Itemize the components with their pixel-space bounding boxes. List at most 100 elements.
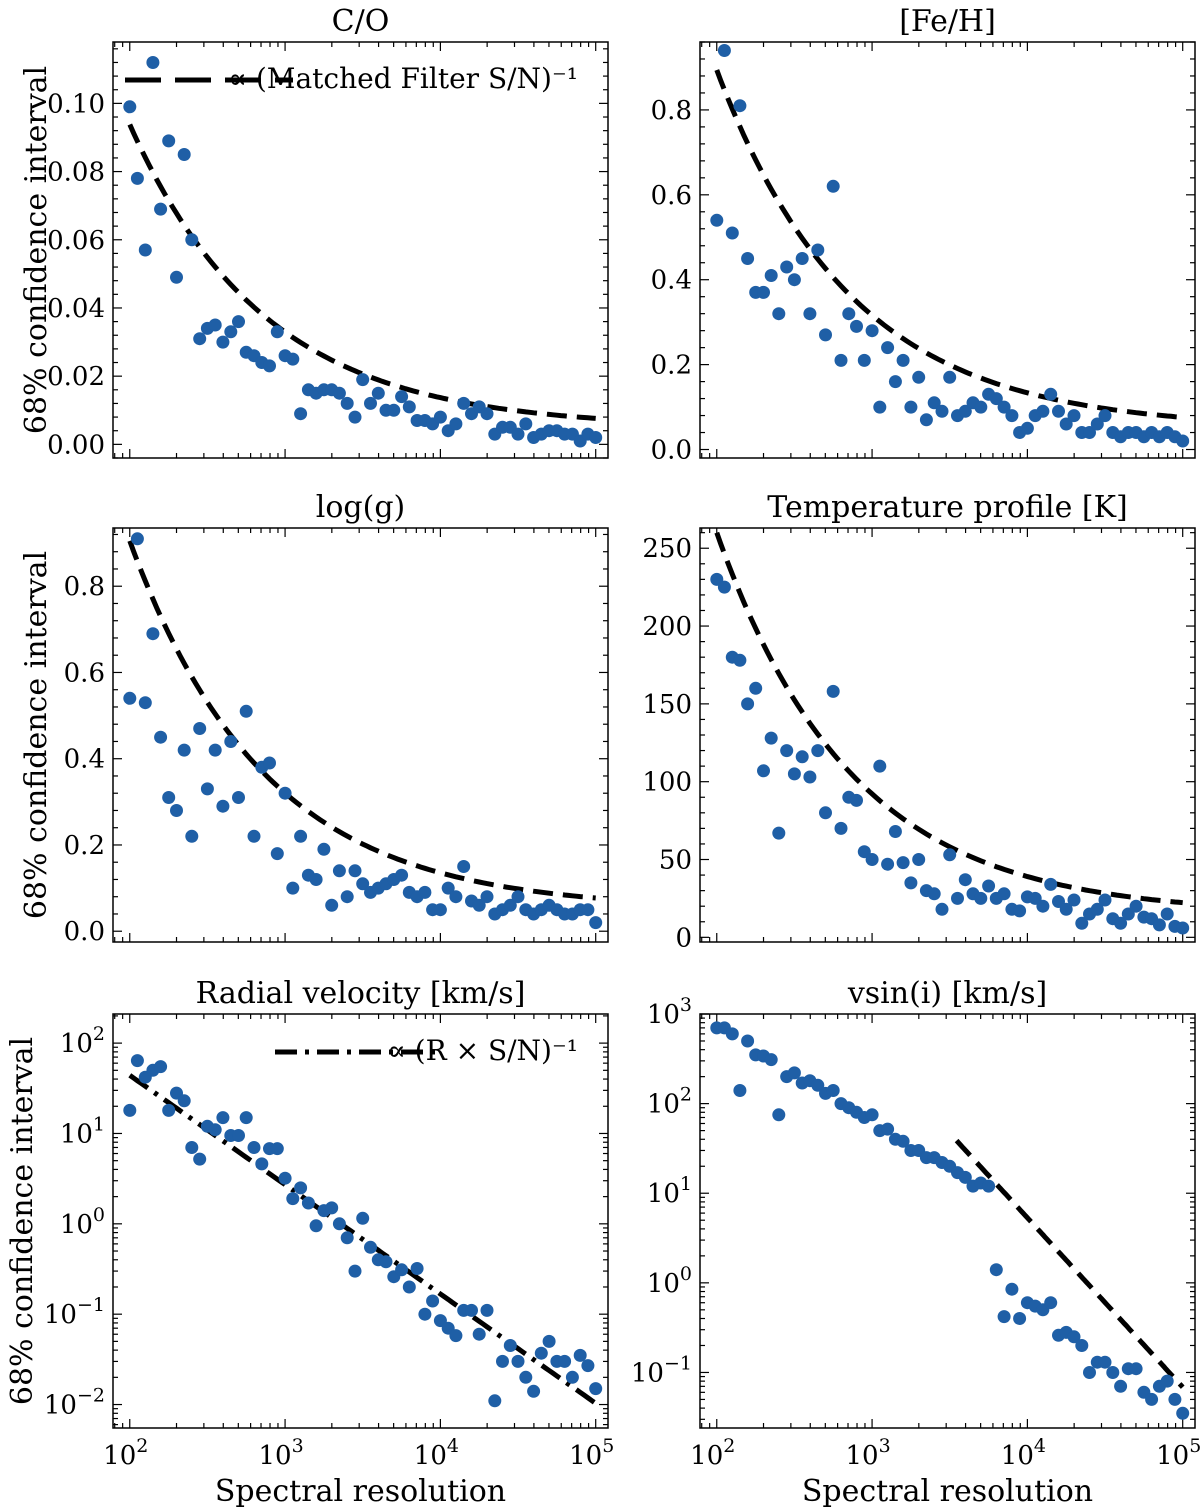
data-point: [503, 898, 517, 912]
y-tick-label: 0.02: [47, 362, 105, 392]
data-point: [834, 821, 848, 835]
y-tick-label-exp: 3: [680, 994, 692, 1016]
data-point: [943, 848, 957, 862]
plot-frame: [112, 527, 609, 943]
data-point: [1036, 404, 1050, 418]
y-tick-label: 50: [659, 846, 692, 876]
data-point: [1020, 421, 1034, 435]
y-tick-label: 0.06: [47, 226, 105, 256]
y-tick-label: 0.4: [651, 266, 692, 296]
y-axis-label: 68% confidence interval: [19, 66, 54, 434]
data-point: [881, 1122, 895, 1136]
data-point: [1067, 1330, 1081, 1344]
y-tick-label-base: 10: [44, 1391, 77, 1421]
y-tick-label-exp: 1: [680, 1173, 692, 1195]
y-tick-label: 0.0: [64, 917, 105, 947]
data-point: [255, 1157, 269, 1171]
data-point: [418, 1307, 432, 1321]
data-point: [332, 1217, 346, 1231]
data-point: [263, 756, 276, 770]
data-point: [589, 1382, 603, 1396]
data-point: [764, 269, 778, 282]
data-point: [170, 270, 183, 284]
data-point: [1090, 902, 1104, 916]
fit-line: [714, 531, 1183, 906]
data-point: [565, 1370, 579, 1384]
y-tick-label: 10−1: [631, 1352, 692, 1388]
data-point: [348, 410, 362, 424]
data-point: [364, 396, 377, 410]
y-tick-label: 102: [60, 1023, 105, 1059]
data-point: [511, 890, 525, 904]
data-point: [1176, 1406, 1190, 1420]
panel-title: log(g): [316, 490, 405, 525]
data-point: [503, 1339, 517, 1352]
data-point: [958, 873, 972, 887]
data-point: [511, 427, 525, 441]
data-point: [1044, 877, 1058, 891]
data-point: [224, 735, 238, 748]
data-point: [826, 684, 840, 698]
data-point: [989, 1263, 1003, 1277]
y-tick-label: 0.04: [47, 294, 105, 324]
data-point: [340, 396, 354, 410]
data-point: [1160, 907, 1174, 921]
data-point: [935, 902, 949, 916]
x-tick-label-exp: 4: [1034, 1435, 1046, 1457]
data-point: [733, 653, 747, 667]
data-point: [1005, 1282, 1019, 1296]
x-tick-label-base: 10: [103, 1441, 136, 1471]
data-point: [1059, 902, 1073, 916]
y-tick-label: 150: [642, 690, 692, 720]
data-point: [873, 400, 887, 414]
data-point: [216, 1111, 230, 1125]
data-point: [185, 829, 199, 843]
data-point: [309, 873, 323, 886]
data-point: [733, 1084, 747, 1097]
data-point: [185, 1141, 199, 1154]
data-point: [904, 876, 918, 890]
x-tick-label-exp: 5: [602, 1435, 614, 1457]
y-tick-label-exp: 2: [93, 1023, 105, 1045]
data-point: [138, 696, 152, 710]
data-point: [741, 1034, 755, 1048]
data-point: [1044, 387, 1058, 401]
data-point: [154, 1060, 168, 1074]
data-point: [379, 1255, 393, 1269]
data-point: [896, 856, 910, 870]
data-point: [811, 1078, 825, 1092]
data-point: [912, 853, 926, 866]
data-point: [1067, 409, 1081, 423]
y-tick-label-exp: −1: [77, 1294, 105, 1316]
data-point: [395, 390, 409, 404]
x-tick-label-exp: 3: [292, 1435, 304, 1457]
data-point: [873, 759, 887, 773]
data-point: [232, 791, 245, 804]
data-point: [1129, 899, 1143, 913]
panel-1: [Fe/H] 0.0 0.2 0.4 0.6 0.8: [651, 4, 1196, 466]
x-tick-label: 105: [1156, 1435, 1200, 1471]
y-tick-label-base: 10: [647, 1179, 680, 1209]
data-point: [787, 1066, 801, 1080]
x-tick-label-base: 10: [569, 1441, 602, 1471]
y-tick-label-exp: −2: [77, 1385, 105, 1407]
data-point: [997, 1310, 1011, 1324]
data-point: [1059, 417, 1073, 431]
y-tick-label: 0.8: [651, 96, 692, 126]
data-point: [780, 744, 794, 758]
legend-label: ∝ (R × S/N)⁻¹: [387, 1034, 578, 1067]
data-point: [402, 400, 416, 414]
y-tick-label-base: 10: [631, 1358, 664, 1388]
x-tick-label-exp: 2: [723, 1435, 735, 1457]
data-point: [480, 1303, 494, 1317]
data-point: [865, 853, 879, 866]
y-tick-label-base: 10: [60, 1119, 93, 1149]
data-point: [208, 1123, 222, 1137]
y-axis-label: 68% confidence interval: [19, 551, 54, 919]
y-tick-label: 100: [642, 768, 692, 798]
data-point: [130, 171, 144, 185]
x-tick-label-base: 10: [258, 1441, 291, 1471]
y-tick-label: 101: [60, 1113, 105, 1149]
y-tick-label-base: 10: [44, 1300, 77, 1330]
data-point: [340, 1231, 354, 1245]
